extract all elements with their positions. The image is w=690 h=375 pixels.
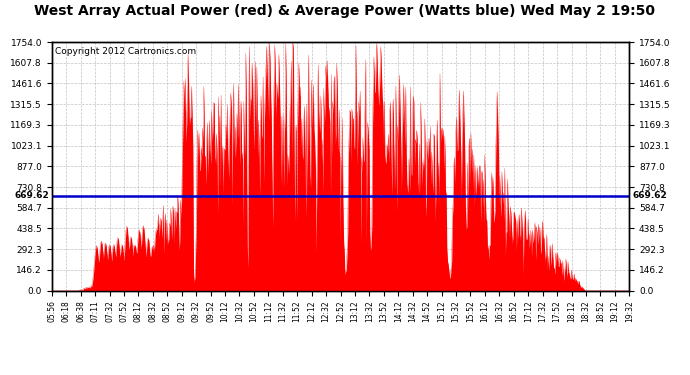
Text: West Array Actual Power (red) & Average Power (Watts blue) Wed May 2 19:50: West Array Actual Power (red) & Average … bbox=[34, 4, 655, 18]
Text: 669.62: 669.62 bbox=[632, 191, 667, 200]
Text: 669.62: 669.62 bbox=[14, 191, 49, 200]
Text: Copyright 2012 Cartronics.com: Copyright 2012 Cartronics.com bbox=[55, 47, 196, 56]
